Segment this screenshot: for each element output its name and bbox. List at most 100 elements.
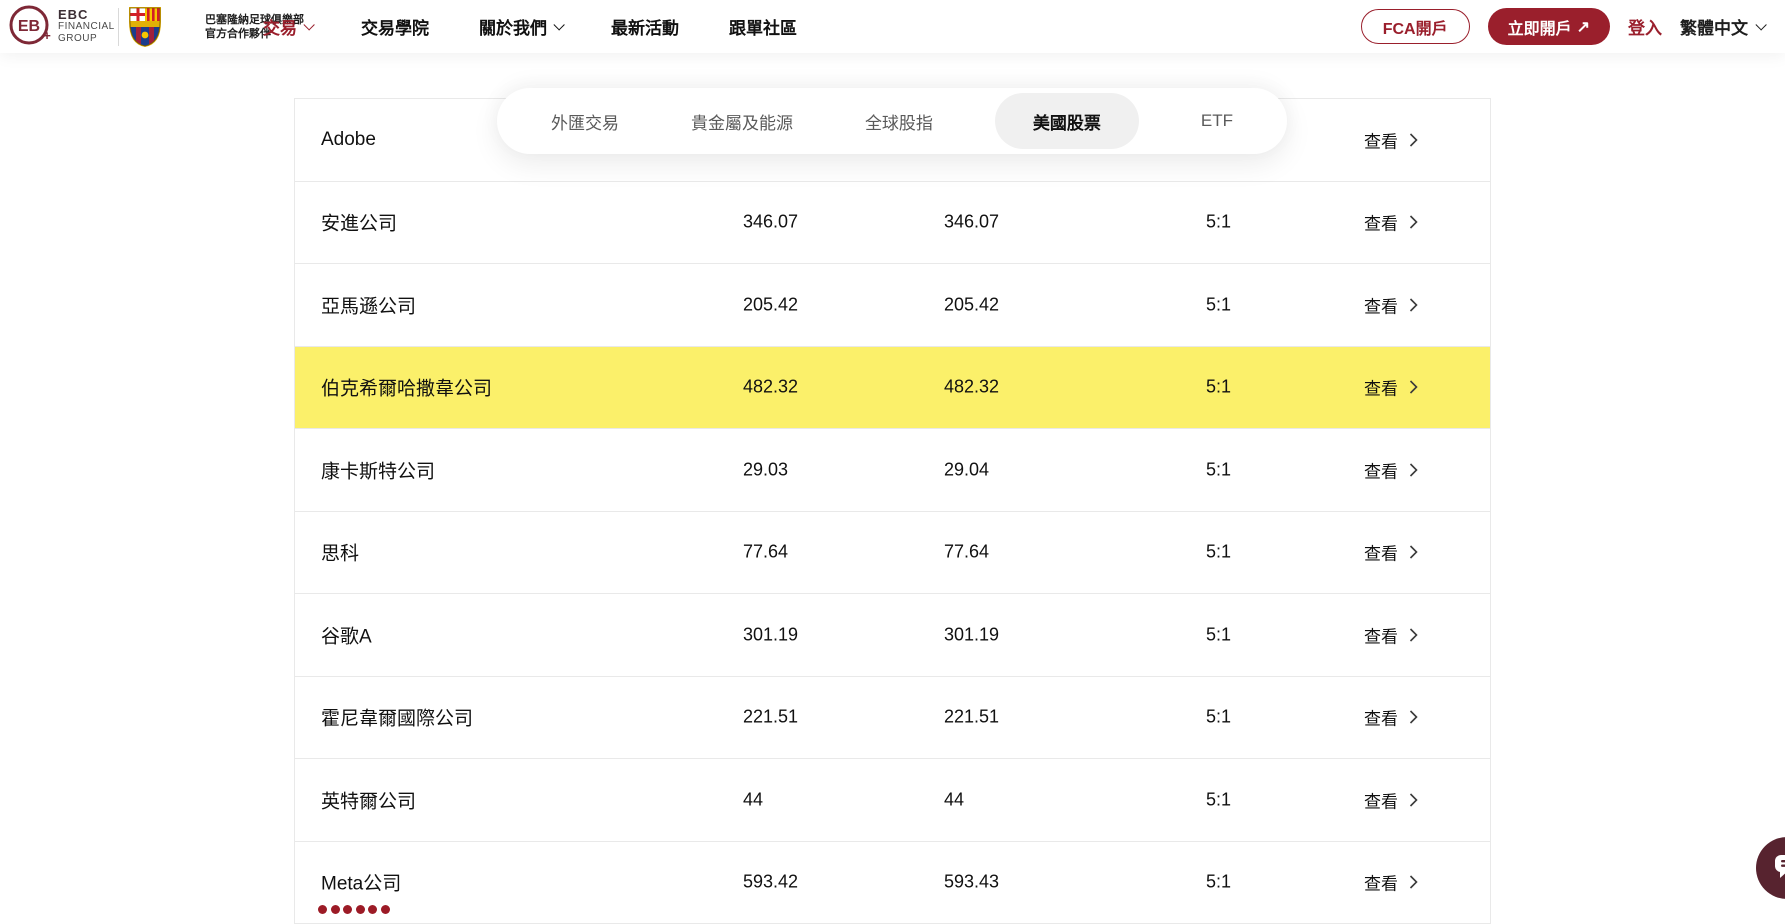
chevron-right-icon [1409, 793, 1418, 807]
view-link[interactable]: 查看 [1364, 622, 1418, 647]
live-chat-button[interactable] [1756, 837, 1785, 899]
fca-account-button[interactable]: FCA開戶 [1360, 9, 1470, 44]
tab-1[interactable]: 外匯交易 [551, 113, 619, 133]
table-row: 伯克希爾哈撒韋公司 482.32 482.32 5:1 查看 [295, 346, 1490, 429]
chevron-right-icon [1409, 628, 1418, 642]
header-actions: FCA開戶 立即開戶 ↗ 登入 繁體中文 [1360, 0, 1767, 53]
tab-3[interactable]: 全球股指 [864, 113, 933, 133]
login-link[interactable]: 登入 [1628, 19, 1662, 38]
price-value-2: 44 [944, 789, 965, 810]
svg-text:+: + [43, 28, 51, 43]
table-row: 谷歌A 301.19 301.19 5:1 查看 [295, 594, 1490, 677]
chevron-right-icon [1409, 875, 1418, 889]
view-link-label: 查看 [1364, 709, 1398, 729]
table-row: 康卡斯特公司 29.03 29.04 5:1 查看 [295, 429, 1490, 512]
price-value-2: 29.04 [944, 459, 990, 480]
view-link-label: 查看 [1364, 132, 1398, 152]
price-value-2: 482.32 [944, 376, 1000, 397]
view-link[interactable]: 查看 [1364, 457, 1418, 482]
price-value-2: 301.19 [944, 624, 1000, 645]
price-value-1: 346.07 [743, 211, 799, 232]
loader-dots-icon [318, 905, 390, 914]
fc-barcelona-crest-icon [128, 6, 162, 52]
instrument-name: Adobe [321, 128, 376, 150]
view-link[interactable]: 查看 [1364, 540, 1418, 565]
instrument-name: 谷歌A [321, 626, 372, 648]
nav-item-2[interactable]: 交易學院 [361, 14, 429, 39]
price-value-1: 29.03 [743, 459, 789, 480]
view-link[interactable]: 查看 [1364, 292, 1418, 317]
view-link[interactable]: 查看 [1364, 870, 1418, 895]
nav-item-label: 跟單社區 [729, 19, 797, 38]
ebc-wordmark: EBC FINANCIAL GROUP [58, 7, 115, 44]
top-header: EB + EBC FINANCIAL GROUP [0, 0, 1785, 53]
view-link-label: 查看 [1364, 379, 1398, 399]
chevron-right-icon [1409, 133, 1418, 147]
open-account-button[interactable]: 立即開戶 ↗ [1487, 8, 1610, 45]
tab-4[interactable]: 美國股票 [994, 93, 1139, 149]
chevron-right-icon [1409, 545, 1418, 559]
view-link[interactable]: 查看 [1364, 787, 1418, 812]
ebc-monogram-icon: EB + [8, 3, 52, 52]
us-stocks-table: Adobe 查看 安進公司 346.07 346.07 5:1 查看 亞馬遜公司… [294, 98, 1491, 924]
svg-text:EB: EB [18, 18, 40, 35]
chevron-right-icon [1409, 463, 1418, 477]
main-nav: 交易 交易學院 關於我們 最新活動 跟單社區 [263, 0, 797, 53]
view-link[interactable]: 查看 [1364, 127, 1418, 152]
tab-5[interactable]: ETF [1200, 111, 1233, 130]
chevron-down-icon [303, 18, 315, 31]
instrument-name: 康卡斯特公司 [321, 461, 436, 483]
ebc-logo[interactable]: EB + EBC FINANCIAL GROUP [8, 5, 115, 49]
table-row: 英特爾公司 44 44 5:1 查看 [295, 759, 1490, 842]
instrument-name: 霍尼韋爾國際公司 [321, 708, 474, 730]
open-account-label: 立即開戶 [1507, 20, 1572, 38]
nav-item-label: 交易 [263, 19, 297, 38]
table-row: 霍尼韋爾國際公司 221.51 221.51 5:1 查看 [295, 676, 1490, 759]
instrument-name: 安進公司 [321, 213, 398, 235]
language-label: 繁體中文 [1680, 19, 1748, 38]
chat-bubble-icon [1770, 849, 1785, 888]
chevron-right-icon [1409, 298, 1418, 312]
nav-item-5[interactable]: 跟單社區 [729, 14, 797, 39]
leverage-value: 5:1 [1206, 376, 1232, 397]
view-link[interactable]: 查看 [1364, 375, 1418, 400]
view-link[interactable]: 查看 [1364, 705, 1418, 730]
view-link-label: 查看 [1364, 297, 1398, 317]
leverage-value: 5:1 [1206, 459, 1232, 480]
nav-item-4[interactable]: 最新活動 [611, 14, 679, 39]
price-value-1: 77.64 [743, 541, 789, 562]
header-divider [118, 8, 119, 46]
price-value-2: 205.42 [944, 294, 1000, 315]
price-value-1: 205.42 [743, 294, 799, 315]
view-link-label: 查看 [1364, 874, 1398, 894]
instrument-name: Meta公司 [321, 873, 402, 895]
price-value-1: 482.32 [743, 376, 799, 397]
view-link-label: 查看 [1364, 544, 1398, 564]
chevron-right-icon [1409, 215, 1418, 229]
table-row: 亞馬遜公司 205.42 205.42 5:1 查看 [295, 264, 1490, 347]
external-arrow-icon: ↗ [1576, 18, 1590, 36]
chevron-down-icon [553, 18, 565, 31]
view-link-label: 查看 [1364, 214, 1398, 234]
nav-item-label: 最新活動 [611, 19, 679, 38]
view-link[interactable]: 查看 [1364, 210, 1418, 235]
nav-item-3[interactable]: 關於我們 [479, 14, 565, 39]
leverage-value: 5:1 [1206, 706, 1232, 727]
price-value-1: 44 [743, 789, 764, 810]
price-value-1: 593.42 [743, 871, 799, 892]
table-row: 安進公司 346.07 346.07 5:1 查看 [295, 181, 1490, 264]
table-row: Meta公司 593.42 593.43 5:1 查看 [295, 841, 1490, 924]
nav-item-1[interactable]: 交易 [263, 14, 315, 39]
leverage-value: 5:1 [1206, 211, 1232, 232]
price-value-1: 301.19 [743, 624, 799, 645]
leverage-value: 5:1 [1206, 871, 1232, 892]
nav-item-label: 關於我們 [479, 19, 547, 38]
instrument-tabbar: 外匯交易 貴金屬及能源 全球股指 美國股票 ETF [497, 88, 1287, 154]
table-row: 思科 77.64 77.64 5:1 查看 [295, 511, 1490, 594]
partner-caption: 巴塞隆納足球俱樂部 官方合作夥伴 [205, 14, 304, 40]
language-selector[interactable]: 繁體中文 [1680, 14, 1767, 39]
price-value-2: 221.51 [944, 706, 1000, 727]
chevron-right-icon [1409, 380, 1418, 394]
leverage-value: 5:1 [1206, 541, 1232, 562]
tab-2[interactable]: 貴金屬及能源 [690, 113, 793, 133]
